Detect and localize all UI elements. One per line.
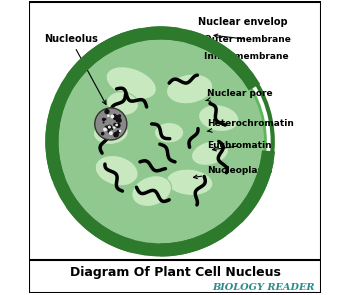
Circle shape (107, 124, 112, 130)
Circle shape (103, 122, 105, 124)
Polygon shape (66, 28, 143, 83)
Circle shape (107, 114, 110, 117)
Circle shape (116, 123, 121, 128)
Ellipse shape (167, 74, 213, 104)
Circle shape (113, 126, 116, 129)
Circle shape (107, 130, 111, 133)
Polygon shape (46, 26, 275, 257)
Circle shape (108, 126, 111, 129)
Circle shape (118, 114, 121, 118)
Circle shape (55, 36, 265, 247)
Ellipse shape (132, 176, 172, 206)
Polygon shape (150, 26, 180, 41)
Ellipse shape (93, 121, 128, 145)
Circle shape (117, 115, 119, 118)
Ellipse shape (106, 67, 156, 99)
Circle shape (103, 127, 107, 131)
Ellipse shape (191, 141, 229, 165)
Circle shape (109, 131, 113, 135)
Text: Outer membrane: Outer membrane (204, 34, 291, 44)
Ellipse shape (198, 105, 239, 132)
Circle shape (116, 130, 120, 134)
Circle shape (119, 130, 121, 132)
Circle shape (117, 118, 122, 123)
Circle shape (111, 128, 113, 130)
Circle shape (95, 108, 127, 140)
Ellipse shape (155, 122, 184, 143)
Circle shape (104, 125, 108, 129)
Polygon shape (160, 225, 226, 257)
Circle shape (101, 132, 105, 135)
Text: Heterochromatin: Heterochromatin (207, 119, 294, 132)
Ellipse shape (95, 155, 138, 186)
Circle shape (118, 117, 121, 120)
Text: BIOLOGY READER: BIOLOGY READER (212, 283, 315, 292)
Polygon shape (187, 30, 248, 76)
Polygon shape (45, 102, 64, 181)
Circle shape (113, 115, 118, 120)
Circle shape (113, 132, 119, 137)
Circle shape (113, 114, 116, 117)
Text: Diagram Of Plant Cell Nucleus: Diagram Of Plant Cell Nucleus (70, 266, 280, 279)
Text: Nuclear envelop: Nuclear envelop (198, 17, 288, 27)
Ellipse shape (106, 92, 138, 115)
Text: Nuclear pore: Nuclear pore (206, 89, 273, 101)
Circle shape (104, 109, 110, 114)
Polygon shape (66, 200, 134, 253)
Text: Euchromatin: Euchromatin (207, 141, 272, 151)
Circle shape (104, 118, 106, 120)
Circle shape (102, 118, 105, 121)
Circle shape (116, 118, 120, 122)
Text: Nucleoplasm: Nucleoplasm (194, 166, 272, 179)
Polygon shape (232, 159, 274, 223)
Circle shape (115, 124, 118, 126)
Circle shape (113, 123, 117, 127)
Circle shape (116, 123, 120, 127)
Ellipse shape (166, 169, 213, 196)
Circle shape (110, 114, 114, 118)
Circle shape (116, 117, 121, 122)
Text: Inner membrane: Inner membrane (204, 44, 289, 61)
Text: Nucleolus: Nucleolus (44, 34, 106, 104)
